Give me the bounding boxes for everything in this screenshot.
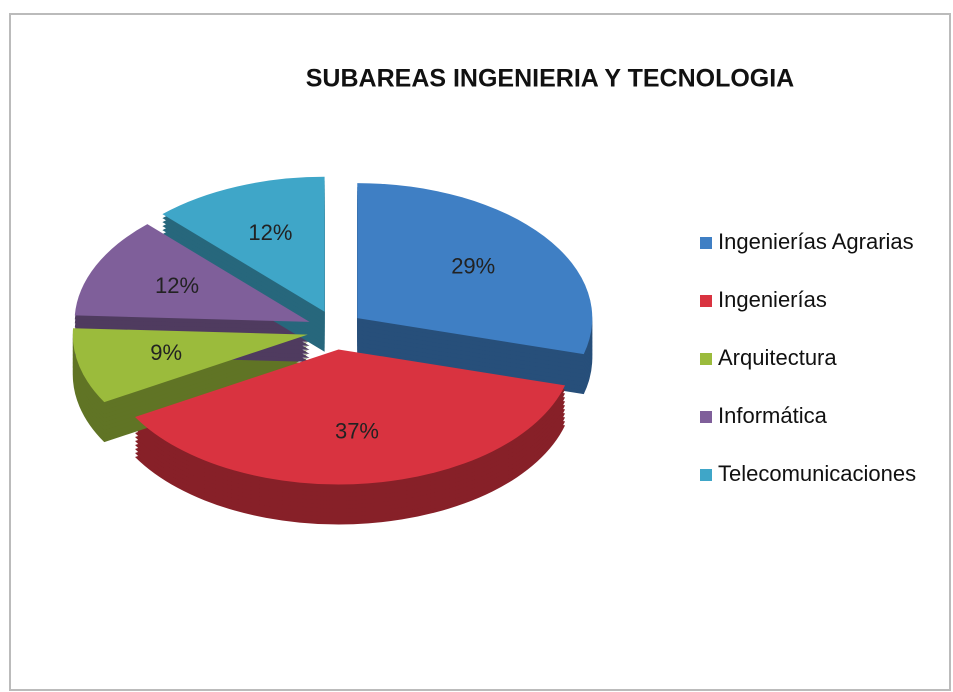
data-label: 29% (451, 253, 495, 278)
legend-swatch (700, 295, 712, 307)
legend-label: Informática (718, 403, 828, 428)
chart-title: SUBAREAS INGENIERIA Y TECNOLOGIA (306, 65, 795, 93)
pie: 29% 37% 9% 12% 12% (72, 176, 593, 525)
legend-label: Arquitectura (718, 345, 837, 370)
pie-slice (135, 349, 566, 485)
legend-swatch (700, 411, 712, 423)
data-label: 37% (335, 418, 379, 443)
legend-swatch (700, 353, 712, 365)
pie-slice (74, 224, 310, 322)
data-label: 9% (150, 340, 182, 365)
legend-label: Telecomunicaciones (718, 461, 916, 486)
legend: Ingenierías Agrarias Ingenierías Arquitect… (700, 229, 916, 486)
legend-swatch (700, 237, 712, 249)
pie-slice (162, 176, 325, 312)
pie-slice (357, 183, 593, 355)
legend-swatch (700, 469, 712, 481)
legend-label: Ingenierías Agrarias (718, 229, 914, 254)
legend-label: Ingenierías (718, 287, 827, 312)
pie-slice (72, 328, 308, 403)
data-label: 12% (248, 220, 292, 245)
data-label: 12% (155, 273, 199, 298)
